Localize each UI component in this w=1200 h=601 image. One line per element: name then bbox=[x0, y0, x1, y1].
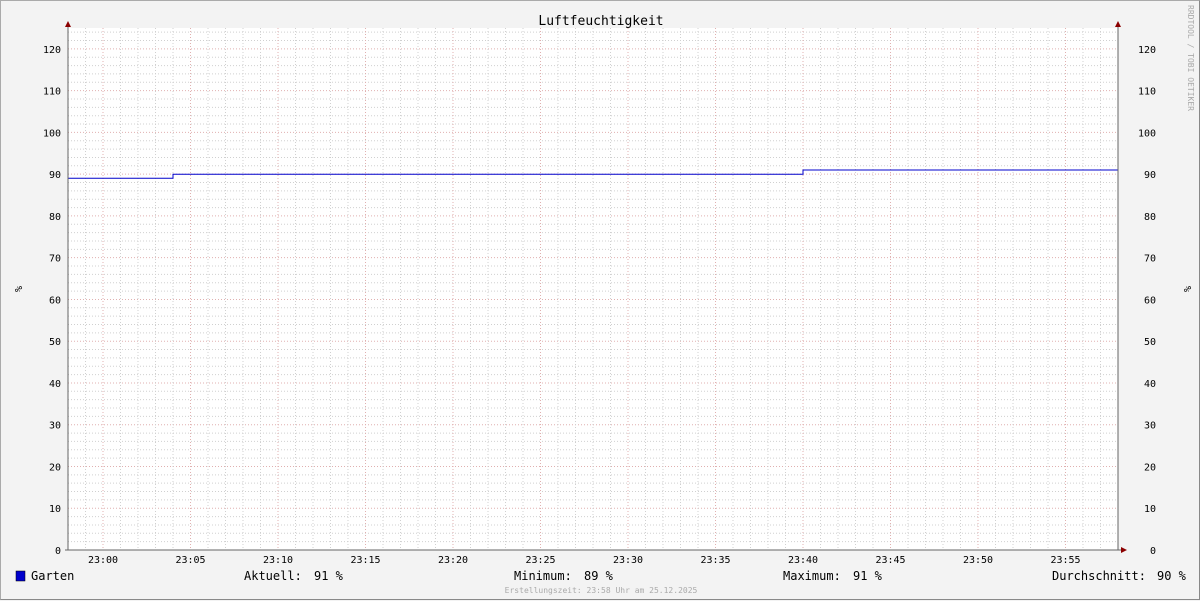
x-axis-labels: 23:00 23:05 23:10 23:15 23:20 23:25 23:30 23:35… bbox=[88, 555, 1081, 566]
legend-series-name: Garten bbox=[31, 569, 74, 583]
y-tick-label-right: 40 bbox=[1144, 379, 1156, 390]
legend-stat-label-durchschnitt: Durchschnitt: bbox=[1052, 569, 1146, 583]
legend-stat-label-minimum: Minimum: bbox=[514, 569, 572, 583]
x-tick-label: 23:15 bbox=[350, 555, 380, 566]
y-axis-labels: 0 0 10 10 20 20 30 30 40 40 50 50 60 60 70 70 80 80 90 90 10… bbox=[43, 45, 1156, 557]
y-tick-label-right: 110 bbox=[1138, 87, 1156, 98]
y-tick-label-left: 90 bbox=[49, 170, 61, 181]
x-tick-label: 23:35 bbox=[700, 555, 730, 566]
x-axis-arrow-icon bbox=[1121, 547, 1127, 553]
chart-title: Luftfeuchtigkeit bbox=[538, 14, 663, 29]
legend-swatch-garten bbox=[15, 570, 26, 582]
series-layer bbox=[68, 169, 1118, 179]
y-tick-label-right: 70 bbox=[1144, 254, 1156, 265]
y-tick-label-left: 40 bbox=[49, 379, 61, 390]
y-tick-label-right: 0 bbox=[1150, 546, 1156, 557]
y-tick-label-left: 70 bbox=[49, 254, 61, 265]
y-tick-label-left: 110 bbox=[43, 87, 61, 98]
y-tick-label-left: 10 bbox=[49, 504, 61, 515]
legend-stat-label-aktuell: Aktuell: bbox=[244, 569, 302, 583]
x-tick-label: 23:10 bbox=[263, 555, 293, 566]
legend-stat-value-durchschnitt: 90 % bbox=[1157, 569, 1187, 583]
y-tick-label-right: 10 bbox=[1144, 504, 1156, 515]
footer-timestamp: Erstellungszeit: 23:58 Uhr am 25.12.2025 bbox=[505, 586, 698, 595]
y-tick-label-right: 50 bbox=[1144, 337, 1156, 348]
y-tick-label-right: 20 bbox=[1144, 462, 1156, 473]
series-line-garten bbox=[68, 169, 1118, 179]
y-tick-label-left: 120 bbox=[43, 45, 61, 56]
y-tick-label-right: 120 bbox=[1138, 45, 1156, 56]
x-tick-label: 23:05 bbox=[175, 555, 205, 566]
y-tick-label-right: 80 bbox=[1144, 212, 1156, 223]
x-tick-label: 23:00 bbox=[88, 555, 118, 566]
x-tick-label: 23:30 bbox=[613, 555, 643, 566]
x-tick-label: 23:20 bbox=[438, 555, 468, 566]
y-tick-label-left: 50 bbox=[49, 337, 61, 348]
y-tick-label-left: 20 bbox=[49, 462, 61, 473]
watermark: RRDTOOL / TOBI OETIKER bbox=[1186, 5, 1195, 111]
legend-stat-value-aktuell: 91 % bbox=[314, 569, 344, 583]
x-tick-label: 23:40 bbox=[788, 555, 818, 566]
y-tick-label-right: 90 bbox=[1144, 170, 1156, 181]
y-tick-label-right: 30 bbox=[1144, 421, 1156, 432]
legend-stat-label-maximum: Maximum: bbox=[783, 569, 841, 583]
x-tick-label: 23:45 bbox=[875, 555, 905, 566]
y-axis-label-right: % bbox=[1181, 286, 1192, 292]
legend-stat-value-minimum: 89 % bbox=[584, 569, 614, 583]
x-tick-label: 23:55 bbox=[1050, 555, 1080, 566]
y-tick-label-right: 60 bbox=[1144, 295, 1156, 306]
y-axis-arrow-right-icon bbox=[1115, 21, 1121, 27]
y-tick-label-right: 100 bbox=[1138, 128, 1156, 139]
y-tick-label-left: 100 bbox=[43, 128, 61, 139]
y-axis-arrow-left-icon bbox=[65, 21, 71, 27]
grid bbox=[68, 28, 1118, 550]
x-tick-label: 23:50 bbox=[963, 555, 993, 566]
y-axis-label-left: % bbox=[12, 286, 23, 292]
y-tick-label-left: 80 bbox=[49, 212, 61, 223]
y-tick-label-left: 60 bbox=[49, 295, 61, 306]
legend-stat-value-maximum: 91 % bbox=[853, 569, 883, 583]
x-tick-label: 23:25 bbox=[525, 555, 555, 566]
y-tick-label-left: 0 bbox=[55, 546, 61, 557]
y-tick-label-left: 30 bbox=[49, 421, 61, 432]
